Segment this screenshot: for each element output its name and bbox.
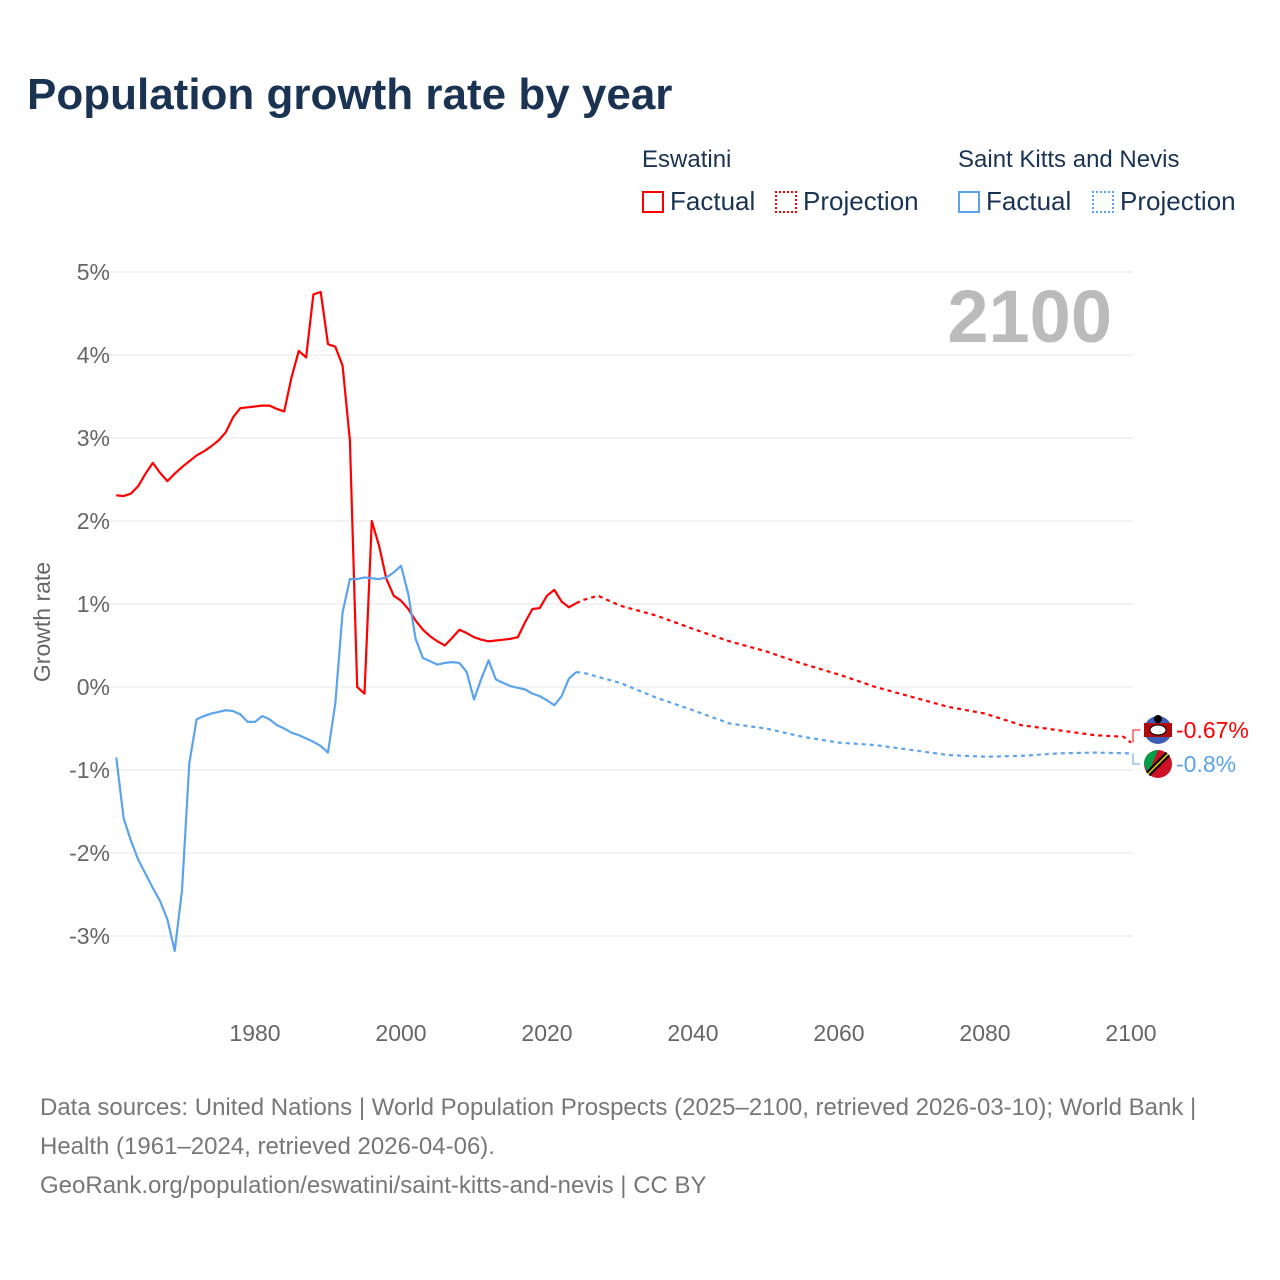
x-tick-label: 2040 bbox=[667, 1020, 718, 1046]
end-value-label: -0.67% bbox=[1176, 717, 1249, 743]
x-tick-label: 2100 bbox=[1105, 1020, 1156, 1046]
page-title: Population growth rate by year bbox=[27, 70, 673, 119]
x-tick-label: 2080 bbox=[959, 1020, 1010, 1046]
footer: Data sources: United Nations | World Pop… bbox=[40, 1088, 1240, 1205]
flag-top bbox=[1154, 715, 1162, 723]
y-tick-label: 2% bbox=[77, 508, 110, 534]
label-connector bbox=[1132, 729, 1140, 743]
y-tick-label: 3% bbox=[77, 425, 110, 451]
legend-label: Factual bbox=[670, 186, 756, 216]
saint-kitts-and-nevis-flag-icon bbox=[1144, 750, 1172, 778]
series-line-saint-kitts-and-nevis-factual bbox=[115, 564, 577, 953]
solid-swatch-icon bbox=[958, 190, 980, 213]
legend-group-eswatini: Eswatini bbox=[642, 146, 732, 173]
series-line-eswatini-factual bbox=[116, 290, 577, 695]
x-tick-label: 2000 bbox=[375, 1020, 426, 1046]
x-tick-label: 2020 bbox=[521, 1020, 572, 1046]
end-value-label: -0.8% bbox=[1176, 751, 1236, 777]
x-tick-label: 1980 bbox=[229, 1020, 280, 1046]
legend-skn-projection[interactable]: Projection bbox=[1092, 186, 1236, 217]
legend-label: Projection bbox=[1120, 186, 1236, 216]
y-axis-label: Growth rate bbox=[29, 562, 55, 682]
solid-swatch-icon bbox=[642, 190, 664, 213]
legend-label: Projection bbox=[803, 186, 919, 216]
year-watermark: 2100 bbox=[947, 275, 1112, 358]
y-tick-label: 0% bbox=[77, 674, 110, 700]
line-chart: 5% 4% 3% 2% 1% 0% -1% -2% -3% 1980 2000 2020 2040 206… bbox=[29, 259, 1249, 1046]
x-tick-label: 2060 bbox=[813, 1020, 864, 1046]
flag-stripe bbox=[1147, 753, 1169, 775]
source-link[interactable]: GeoRank.org/population/eswatini/saint-ki… bbox=[40, 1172, 707, 1199]
dotted-swatch-icon bbox=[775, 190, 797, 213]
legend-eswatini-factual[interactable]: Factual bbox=[642, 186, 755, 217]
series-line-eswatini-projection bbox=[575, 594, 1132, 744]
legend-label: Factual bbox=[986, 186, 1072, 216]
y-tick-label: 4% bbox=[77, 342, 110, 368]
y-tick-label: -1% bbox=[69, 757, 110, 783]
legend-eswatini-projection[interactable]: Projection bbox=[775, 186, 919, 217]
flag-green bbox=[1144, 750, 1158, 774]
legend-group-skn: Saint Kitts and Nevis bbox=[958, 146, 1180, 173]
y-tick-label: -3% bbox=[69, 923, 110, 949]
series-line-saint-kitts-and-nevis-projection bbox=[576, 670, 1132, 758]
eswatini-flag-icon bbox=[1144, 715, 1172, 744]
y-tick-label: 1% bbox=[77, 591, 110, 617]
label-connector bbox=[1132, 753, 1140, 765]
data-sources: Data sources: United Nations | World Pop… bbox=[40, 1094, 1197, 1160]
y-tick-label: -2% bbox=[69, 840, 110, 866]
y-tick-label: 5% bbox=[77, 259, 110, 285]
legend-skn-factual[interactable]: Factual bbox=[958, 186, 1071, 217]
dotted-swatch-icon bbox=[1092, 190, 1114, 213]
flag-shield bbox=[1149, 724, 1167, 736]
